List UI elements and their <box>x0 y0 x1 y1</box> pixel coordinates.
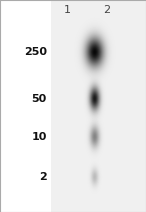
Text: 250: 250 <box>24 47 47 57</box>
Text: 2: 2 <box>39 172 47 182</box>
Text: 50: 50 <box>32 93 47 104</box>
FancyBboxPatch shape <box>51 0 146 212</box>
Text: 1: 1 <box>64 4 71 15</box>
Text: 2: 2 <box>103 4 110 15</box>
Text: 10: 10 <box>31 132 47 142</box>
